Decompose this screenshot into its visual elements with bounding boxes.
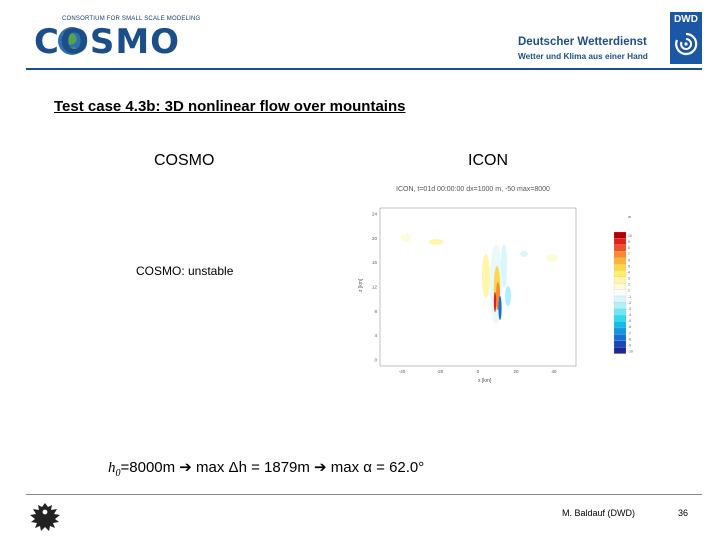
- colorbar-tick-label: -1: [628, 295, 631, 299]
- arrow-icon: ➔: [179, 459, 192, 476]
- plot-field: [401, 234, 558, 324]
- cosmo-unstable-note: COSMO: unstable: [136, 264, 234, 278]
- colorbar-tick-label: 9: [628, 240, 630, 244]
- formula-part-h0: =8000m: [120, 459, 176, 476]
- arrow-icon: ➔: [314, 459, 327, 476]
- colorbar-swatch: [613, 270, 627, 277]
- header-divider: [26, 68, 702, 70]
- y-tick-label: 12: [372, 285, 378, 290]
- colorbar-tick-label: -3: [628, 307, 631, 311]
- colorbar-tick-label: 5: [628, 264, 630, 268]
- colorbar-swatch: [613, 251, 627, 258]
- colorbar-tick-label: 3: [628, 277, 630, 281]
- colorbar-swatch: [613, 276, 627, 284]
- colorbar-swatch: [613, 302, 627, 309]
- colorbar-tick-label: 4: [628, 270, 630, 274]
- footer-divider: [26, 494, 702, 495]
- dwd-swirl-icon: [675, 32, 698, 56]
- column-heading-cosmo: COSMO: [154, 152, 215, 169]
- cosmo-tagline: CONSORTIUM FOR SMALL SCALE MODELING: [62, 16, 201, 22]
- colorbar-swatch: [613, 295, 627, 303]
- x-tick-label: -20: [437, 369, 444, 374]
- y-tick-label: 4: [374, 333, 377, 338]
- colorbar-swatch: [613, 231, 627, 239]
- h0-subscript: 0: [115, 468, 121, 479]
- colorbar-swatch: [613, 321, 627, 329]
- y-tick-label: 24: [372, 212, 378, 217]
- column-heading-icon: ICON: [468, 152, 508, 169]
- dwd-abbr: DWD: [674, 14, 698, 25]
- colorbar-swatch: [613, 289, 627, 297]
- colorbar-tick-label: 2: [628, 283, 630, 287]
- result-formula: h0=8000m ➔ max Δh = 1879m ➔ max α = 62.0…: [108, 458, 424, 479]
- colorbar-swatch: [613, 334, 627, 341]
- x-axis-ticks: -40 -20 0 20 40: [399, 369, 557, 374]
- colorbar-tick-label: 6: [628, 258, 630, 262]
- colorbar-tick-label: 8: [628, 246, 630, 250]
- formula-part-dh: max Δh = 1879m: [196, 459, 310, 476]
- colorbar-tick-label: -6: [628, 325, 631, 329]
- plot-frame: [379, 207, 577, 367]
- colorbar-swatch: [613, 244, 627, 252]
- footer-author: M. Baldauf (DWD): [562, 508, 636, 518]
- colorbar-tick-label: 1: [628, 289, 630, 293]
- x-tick-label: 0: [477, 369, 480, 374]
- colorbar-tick-label: -2: [628, 301, 631, 305]
- y-tick-label: 20: [372, 236, 378, 241]
- colorbar-swatch: [613, 263, 627, 271]
- cosmo-wordmark: COSMO: [34, 22, 181, 62]
- colorbar-tick-label: -9: [628, 343, 631, 347]
- colorbar-tick-label: -4: [628, 313, 631, 317]
- x-tick-label: 20: [513, 369, 519, 374]
- slide-title: Test case 4.3b: 3D nonlinear flow over m…: [54, 98, 406, 115]
- federal-eagle-icon: [30, 503, 60, 531]
- colorbar-swatch: [613, 340, 627, 348]
- colorbar-swatch: [613, 257, 627, 265]
- y-axis-label: z [km]: [358, 278, 364, 292]
- x-axis-label: x [km]: [478, 378, 492, 384]
- colorbar-swatch: [613, 238, 627, 245]
- y-tick-label: 8: [374, 309, 377, 314]
- colorbar-unit: w: [628, 214, 631, 219]
- y-axis-ticks: 24 20 16 12 8 4 0: [372, 212, 378, 363]
- colorbar-swatch: [613, 283, 627, 290]
- colorbar-tick-label: -10: [628, 350, 633, 354]
- y-tick-label: 0: [374, 358, 377, 363]
- colorbar-tick-label: -8: [628, 337, 631, 341]
- y-tick-label: 16: [372, 260, 378, 265]
- colorbar-tick-label: -7: [628, 331, 631, 335]
- colorbar-swatch: [613, 347, 627, 354]
- colorbar-tick-label: -5: [628, 319, 631, 323]
- dwd-subtitle: Wetter und Klima aus einer Hand: [518, 51, 648, 61]
- plot-title: ICON, t=01d 00:00:00 dx=1000 m, -50 max=…: [396, 186, 550, 193]
- x-tick-label: -40: [399, 369, 406, 374]
- cosmo-globe-icon: [58, 27, 86, 55]
- colorbar-swatch: [613, 315, 627, 322]
- h0-symbol: h: [108, 460, 116, 476]
- colorbar-swatch: [613, 327, 627, 335]
- colorbar-tick-label: 7: [628, 252, 630, 256]
- colorbar-swatch: [613, 308, 627, 316]
- x-tick-label: 40: [551, 369, 557, 374]
- dwd-name: Deutscher Wetterdienst: [518, 36, 647, 48]
- formula-part-alpha: max α = 62.0°: [330, 459, 425, 476]
- colorbar-tick-label: 10: [628, 234, 632, 238]
- page-number: 36: [678, 508, 689, 518]
- colorbar: 10 9 8 7 6 5 4 3 2 1 -1 -2 -3 -4 -5 -6 -7 -8 -9 -10: [613, 231, 633, 354]
